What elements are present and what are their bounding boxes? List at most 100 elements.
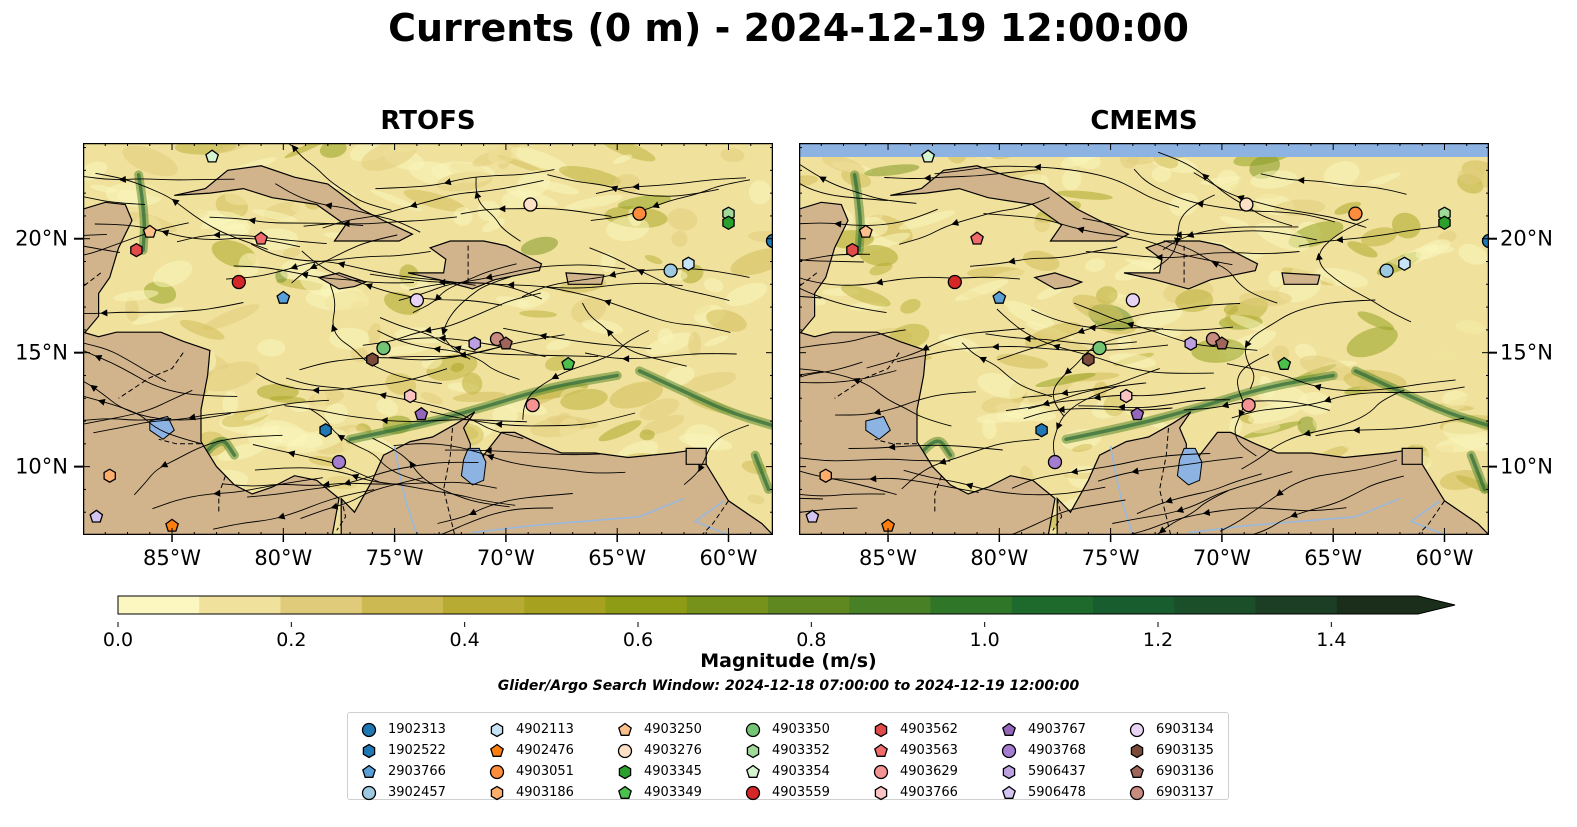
circle-marker-icon <box>873 764 889 779</box>
float-marker-5906478 <box>89 509 104 523</box>
land-hispaniola <box>407 240 543 290</box>
streamlines <box>83 143 751 535</box>
float-marker-1902313 <box>765 233 773 249</box>
legend-entry-label: 4903767 <box>1028 722 1086 737</box>
float-marker-1902522 <box>319 422 332 438</box>
float-marker-4903354 <box>205 149 220 163</box>
lon-tick-label: 65°W <box>588 546 646 570</box>
pentagon-marker-icon <box>362 764 376 778</box>
circle-marker-icon <box>361 722 377 737</box>
float-marker-4903345 <box>1438 215 1451 231</box>
lat-tick-label-left: 10°N <box>15 455 68 479</box>
float-marker-4903563 <box>254 231 268 245</box>
float-marker-4902113 <box>1398 256 1411 272</box>
float-marker-4903562 <box>130 242 143 258</box>
legend-entry: 3902457 <box>360 782 446 803</box>
colorbar <box>117 595 1456 615</box>
lat-tick-label-right: 15°N <box>1500 341 1553 365</box>
legend-entry: 1902522 <box>360 740 446 761</box>
legend-entry: 4902113 <box>488 719 574 740</box>
legend-entry: 4903354 <box>744 761 830 782</box>
colorbar-swatch <box>849 596 931 614</box>
hexagon-marker-icon <box>490 785 504 800</box>
float-marker-4903186 <box>819 468 832 483</box>
land-cuba <box>890 165 1130 242</box>
pentagon-marker-icon <box>1002 785 1016 799</box>
legend-entry: 4903766 <box>872 782 958 803</box>
pentagon-marker-icon <box>1002 722 1016 736</box>
legend-entry-label: 4903354 <box>772 764 830 779</box>
float-marker-4903768 <box>331 454 347 470</box>
float-marker-1902313 <box>1481 233 1489 249</box>
legend-entry-label: 6903136 <box>1156 764 1214 779</box>
pentagon-marker-icon <box>1130 764 1144 778</box>
legend-entry-label: 4903051 <box>516 764 574 779</box>
legend-entry-label: 5906478 <box>1028 785 1086 800</box>
circle-marker-icon <box>1129 785 1145 800</box>
legend-entry: 4903559 <box>744 782 830 803</box>
lon-tick-label: 70°W <box>1193 546 1251 570</box>
legend-entry: 4903250 <box>616 719 702 740</box>
lon-tick-label: 65°W <box>1304 546 1362 570</box>
lon-tick-label: 80°W <box>254 546 312 570</box>
float-marker-5906478 <box>805 509 820 523</box>
float-marker-4903562 <box>846 242 859 258</box>
land-centralAmerica <box>83 331 340 535</box>
legend-entry: 4902476 <box>488 740 574 761</box>
lat-tick-label-right: 20°N <box>1500 227 1553 251</box>
circle-marker-icon <box>1001 743 1017 758</box>
land-yucatan <box>799 201 849 333</box>
legend-entry-label: 4903349 <box>644 785 702 800</box>
legend-entry: 6903134 <box>1128 719 1214 740</box>
float-marker-3902457 <box>663 263 678 278</box>
pentagon-marker-icon <box>490 743 504 757</box>
float-marker-4903766 <box>403 388 417 404</box>
float-marker-4903766 <box>1119 388 1133 404</box>
colorbar-tick-label: 1.2 <box>1143 629 1173 651</box>
colorbar-tick-label: 1.4 <box>1316 629 1346 651</box>
float-marker-4903767 <box>1130 406 1145 421</box>
lat-tick-label-right: 10°N <box>1500 455 1553 479</box>
float-marker-4903768 <box>1047 454 1063 470</box>
legend-entry-label: 4903276 <box>644 743 702 758</box>
legend-entry-label: 4903559 <box>772 785 830 800</box>
legend-entry-label: 1902522 <box>388 743 446 758</box>
hexagon-marker-icon <box>490 722 504 737</box>
legend-entry-label: 6903137 <box>1156 785 1214 800</box>
float-marker-4903345 <box>722 215 735 231</box>
float-marker-4903349 <box>561 356 576 370</box>
hexagon-marker-icon <box>874 722 888 737</box>
legend-entry: 4903051 <box>488 761 574 782</box>
legend-entry-label: 4902113 <box>516 722 574 737</box>
legend-entry-label: 4903350 <box>772 722 830 737</box>
colorbar-swatch <box>768 596 850 614</box>
float-marker-4903350 <box>376 340 391 356</box>
legend-entry-label: 4903250 <box>644 722 702 737</box>
colorbar-swatch <box>361 596 444 614</box>
legend-entry: 4903563 <box>872 740 958 761</box>
legend-entry-label: 6903135 <box>1156 743 1214 758</box>
float-marker-4903354 <box>921 149 936 163</box>
float-marker-6903136 <box>498 336 513 350</box>
colorbar-swatch <box>443 596 525 614</box>
pentagon-marker-icon <box>618 722 632 736</box>
circle-marker-icon <box>745 722 761 737</box>
legend-column: 4903767 4903768 5906437 5906478 <box>1000 719 1086 803</box>
search-window-note: Glider/Argo Search Window: 2024-12-18 07… <box>497 678 1080 694</box>
land-trinidad <box>685 447 707 465</box>
float-marker-4903559 <box>947 274 962 290</box>
legend-entry: 4903350 <box>744 719 830 740</box>
float-marker-6903136 <box>1214 336 1229 350</box>
float-marker-4903276 <box>1239 197 1254 212</box>
float-marker-4903350 <box>1092 340 1107 356</box>
lon-tick-label: 60°W <box>699 546 757 570</box>
float-marker-4903559 <box>231 274 246 290</box>
land-trinidad <box>1401 447 1423 465</box>
legend-entry: 4903352 <box>744 740 830 761</box>
map-panel-cmems <box>799 143 1489 535</box>
lake-nicaragua <box>865 415 891 440</box>
lon-tick-label: 75°W <box>366 546 424 570</box>
hexagon-marker-icon <box>1130 743 1144 758</box>
legend-entry: 6903136 <box>1128 761 1214 782</box>
float-marker-4903563 <box>970 231 984 245</box>
